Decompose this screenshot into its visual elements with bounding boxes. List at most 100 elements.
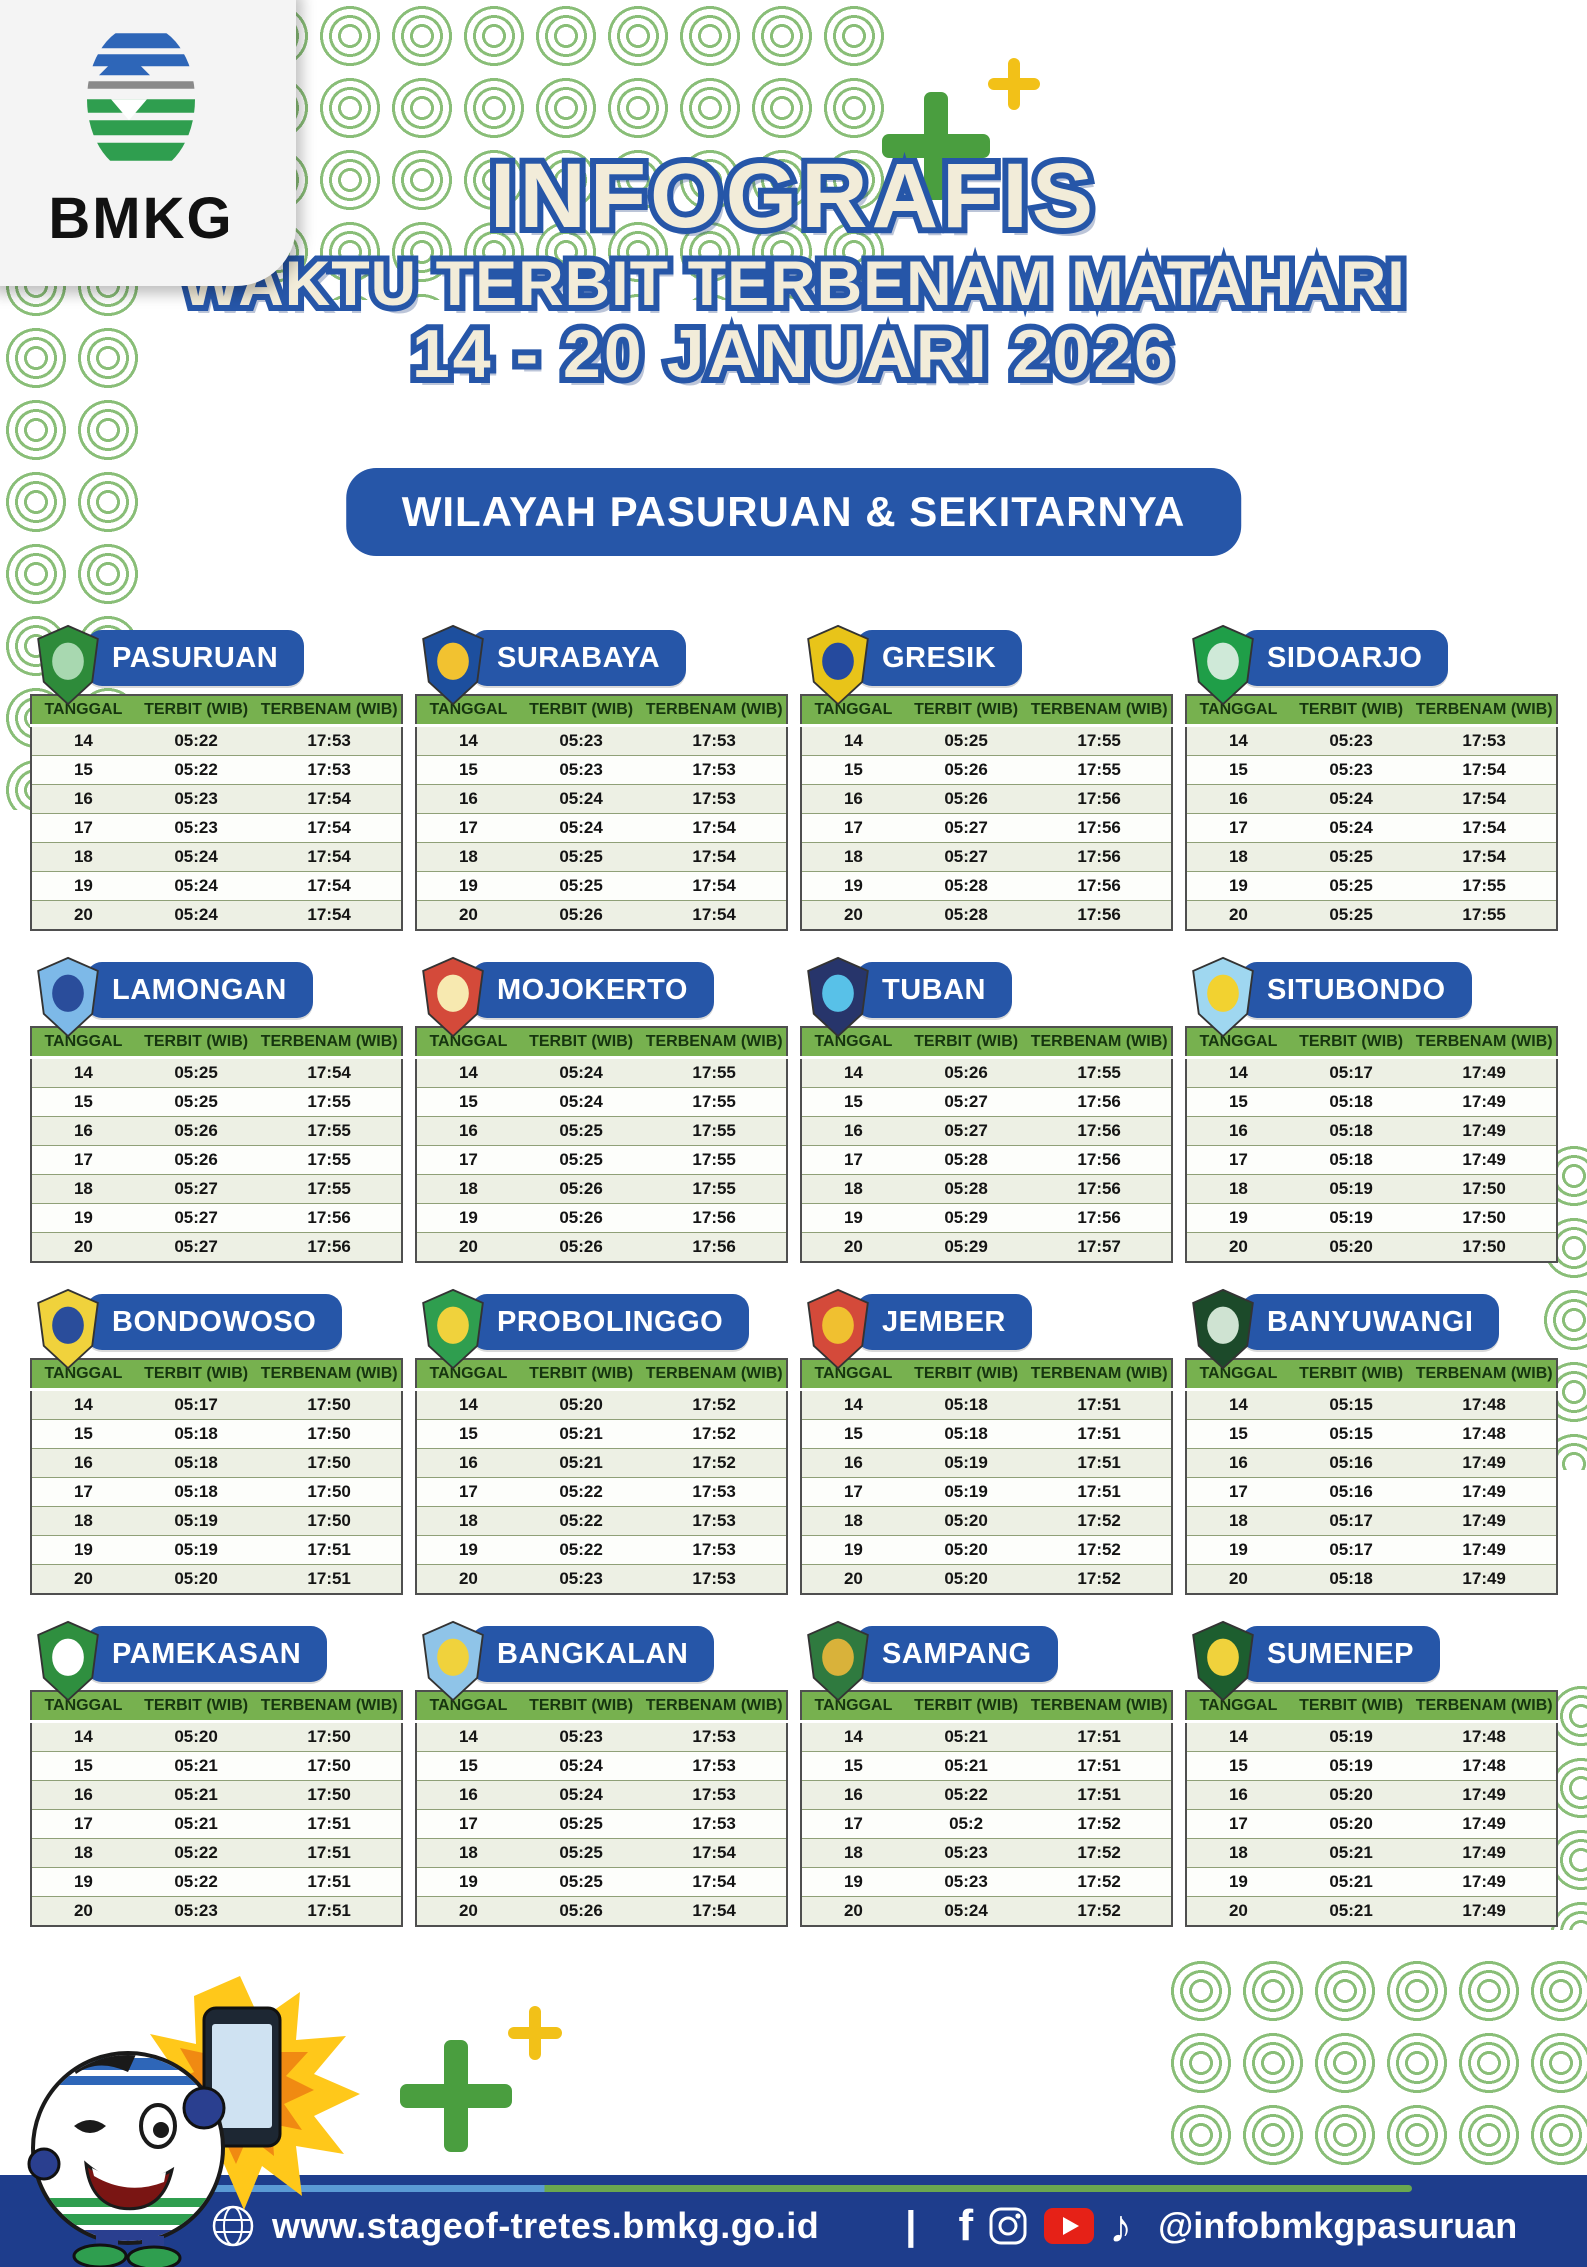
cell-tanggal: 20 — [801, 1564, 905, 1595]
cell-tanggal: 16 — [31, 784, 135, 814]
cell-terbenam: 17:55 — [642, 1087, 787, 1117]
table-header-row: TANGGAL TERBIT (WIB) TERBENAM (WIB) — [31, 1027, 402, 1059]
cell-tanggal: 14 — [416, 1057, 520, 1088]
column-header: TERBENAM (WIB) — [257, 1359, 402, 1391]
cell-tanggal: 15 — [416, 1087, 520, 1117]
table-row: 17 05:16 17:49 — [1186, 1477, 1557, 1507]
city-name: PASURUAN — [112, 641, 279, 674]
instagram-icon — [989, 2207, 1027, 2245]
cell-tanggal: 19 — [1186, 1867, 1290, 1897]
cell-tanggal: 15 — [416, 1751, 520, 1781]
globe-icon — [212, 2205, 254, 2247]
table-row: 20 05:25 17:55 — [1186, 900, 1557, 931]
table-row: 18 05:25 17:54 — [416, 842, 787, 872]
city-pill: PROBOLINGGO — [471, 1294, 750, 1350]
plus-icon — [508, 2006, 562, 2060]
table-row: 20 05:26 17:54 — [416, 900, 787, 931]
cell-tanggal: 19 — [416, 871, 520, 901]
city-name: BANYUWANGI — [1267, 1305, 1474, 1338]
cell-tanggal: 14 — [801, 1389, 905, 1420]
column-header: TERBIT (WIB) — [134, 1691, 258, 1723]
cell-terbit: 05:25 — [519, 842, 643, 872]
table-row: 16 05:16 17:49 — [1186, 1448, 1557, 1478]
cell-tanggal: 17 — [416, 1145, 520, 1175]
cell-tanggal: 18 — [416, 1174, 520, 1204]
cell-terbenam: 17:55 — [257, 1087, 402, 1117]
table-row: 17 05:18 17:49 — [1186, 1145, 1557, 1175]
cell-terbit: 05:26 — [904, 1057, 1028, 1088]
table-row: 16 05:24 17:53 — [416, 1780, 787, 1810]
city-emblem-icon — [1192, 624, 1254, 706]
cell-tanggal: 16 — [31, 1448, 135, 1478]
city-emblem-icon — [422, 1620, 484, 1702]
table-row: 20 05:26 17:54 — [416, 1896, 787, 1927]
cell-terbit: 05:24 — [1289, 813, 1413, 843]
cell-tanggal: 14 — [1186, 1721, 1290, 1752]
cell-terbit: 05:22 — [519, 1506, 643, 1536]
city-block-sidoarjo: SIDOARJO TANGGAL TERBIT (WIB) TERBENAM (WI… — [1185, 624, 1558, 960]
city-block-surabaya: SURABAYA TANGGAL TERBIT (WIB) TERBENAM (WI… — [415, 624, 788, 960]
cell-terbenam: 17:49 — [1412, 1838, 1557, 1868]
city-pill: PASURUAN — [86, 630, 305, 686]
cell-tanggal: 15 — [801, 1419, 905, 1449]
cell-tanggal: 16 — [801, 1116, 905, 1146]
cell-terbit: 05:27 — [904, 842, 1028, 872]
footer-divider: | — [905, 2203, 917, 2248]
table-row: 14 05:17 17:49 — [1186, 1057, 1557, 1088]
cell-terbenam: 17:54 — [257, 813, 402, 843]
column-header: TANGGAL — [416, 1027, 520, 1059]
cell-terbenam: 17:56 — [642, 1232, 787, 1263]
table-row: 14 05:26 17:55 — [801, 1057, 1172, 1088]
column-header: TERBIT (WIB) — [1289, 1691, 1413, 1723]
table-row: 14 05:25 17:55 — [801, 725, 1172, 756]
cell-tanggal: 14 — [416, 1389, 520, 1420]
cell-terbenam: 17:52 — [1027, 1838, 1172, 1868]
cell-tanggal: 18 — [1186, 1506, 1290, 1536]
table-header-row: TANGGAL TERBIT (WIB) TERBENAM (WIB) — [1186, 695, 1557, 727]
cell-terbit: 05:18 — [1289, 1087, 1413, 1117]
column-header: TERBENAM (WIB) — [1027, 1359, 1172, 1391]
city-name: PAMEKASAN — [112, 1637, 302, 1670]
table-row: 19 05:24 17:54 — [31, 871, 402, 901]
cell-terbit: 05:21 — [1289, 1838, 1413, 1868]
cell-terbenam: 17:56 — [1027, 842, 1172, 872]
cell-tanggal: 19 — [801, 1867, 905, 1897]
column-header: TANGGAL — [1186, 695, 1290, 727]
cell-terbit: 05:20 — [134, 1564, 258, 1595]
table-row: 14 05:23 17:53 — [416, 725, 787, 756]
cell-terbit: 05:18 — [134, 1419, 258, 1449]
table-row: 19 05:23 17:52 — [801, 1867, 1172, 1897]
table-row: 20 05:20 17:51 — [31, 1564, 402, 1595]
cell-tanggal: 17 — [31, 1809, 135, 1839]
table-row: 16 05:26 17:55 — [31, 1116, 402, 1146]
cell-terbit: 05:24 — [519, 813, 643, 843]
cell-terbenam: 17:56 — [1027, 900, 1172, 931]
cell-terbenam: 17:49 — [1412, 1087, 1557, 1117]
cell-tanggal: 19 — [416, 1535, 520, 1565]
cell-tanggal: 15 — [31, 1751, 135, 1781]
cell-terbit: 05:19 — [1289, 1203, 1413, 1233]
table-row: 14 05:19 17:48 — [1186, 1721, 1557, 1752]
cell-terbenam: 17:50 — [257, 1751, 402, 1781]
cell-terbenam: 17:52 — [1027, 1809, 1172, 1839]
cell-terbenam: 17:52 — [1027, 1867, 1172, 1897]
cell-terbenam: 17:54 — [257, 900, 402, 931]
column-header: TERBIT (WIB) — [519, 1027, 643, 1059]
cell-tanggal: 20 — [31, 1896, 135, 1927]
cell-terbenam: 17:51 — [1027, 1721, 1172, 1752]
cell-terbenam: 17:52 — [642, 1389, 787, 1420]
cell-terbenam: 17:50 — [257, 1477, 402, 1507]
table-row: 17 05:28 17:56 — [801, 1145, 1172, 1175]
cell-tanggal: 18 — [801, 842, 905, 872]
cell-terbenam: 17:55 — [257, 1116, 402, 1146]
column-header: TERBENAM (WIB) — [1412, 695, 1557, 727]
cell-tanggal: 14 — [31, 1389, 135, 1420]
city-name: PROBOLINGGO — [497, 1305, 724, 1338]
cell-terbit: 05:25 — [904, 725, 1028, 756]
cell-terbit: 05:26 — [134, 1116, 258, 1146]
table-row: 15 05:26 17:55 — [801, 755, 1172, 785]
cell-tanggal: 14 — [31, 725, 135, 756]
cell-terbit: 05:26 — [904, 755, 1028, 785]
city-block-pamekasan: PAMEKASAN TANGGAL TERBIT (WIB) TERBENAM (W… — [30, 1620, 403, 1956]
table-row: 20 05:23 17:51 — [31, 1896, 402, 1927]
